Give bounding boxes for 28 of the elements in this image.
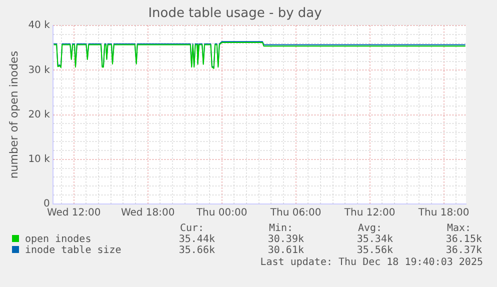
chart-title: Inode table usage - by day <box>148 6 322 22</box>
x-tick-label: Wed 18:00 <box>120 208 175 219</box>
text: 35.34k <box>356 234 393 245</box>
x-tick-label: Thu 00:00 <box>195 208 248 219</box>
y-axis-title: number of open inodes <box>7 50 20 179</box>
y-tick-label: 30 k <box>28 64 50 76</box>
text: 30.61k <box>266 245 304 256</box>
text: 35.44k <box>178 234 215 245</box>
text: Min: <box>268 223 294 234</box>
x-tick-label: Wed 12:00 <box>46 208 101 219</box>
legend-label: inode table size <box>24 245 122 256</box>
text: Avg: <box>357 223 384 234</box>
y-tick-label: 40 k <box>28 20 50 32</box>
text: 36.15k <box>444 234 482 245</box>
text: 35.66k <box>178 245 215 256</box>
y-tick-label: 0 <box>44 198 50 210</box>
text: Max: <box>446 223 472 234</box>
text: Last update: Thu Dec 18 19:40:03 2025 <box>260 257 483 268</box>
x-tick-label: Thu 06:00 <box>269 208 322 219</box>
y-tick-label: 10 k <box>28 154 50 165</box>
text: 35.56k <box>356 245 393 256</box>
x-tick-label: Thu 18:00 <box>417 208 470 219</box>
x-tick-label: Thu 12:00 <box>343 208 396 219</box>
text: 30.39k <box>266 234 304 245</box>
y-tick-label: 20 k <box>28 109 50 120</box>
text: Cur: <box>179 223 206 234</box>
legend-label: open inodes <box>24 234 92 245</box>
text: 36.37k <box>444 245 482 256</box>
